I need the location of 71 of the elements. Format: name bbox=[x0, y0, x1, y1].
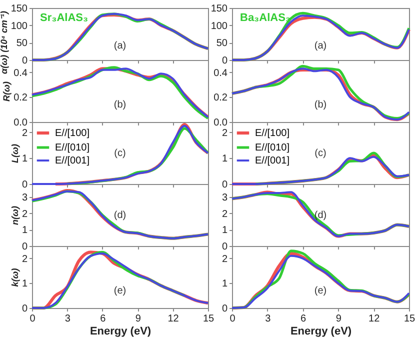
y-axis-title: k(ω) bbox=[10, 268, 20, 287]
y-tick-label: 3 bbox=[222, 192, 228, 204]
y-tick-label: 50 bbox=[16, 38, 28, 50]
annotation: (b) bbox=[114, 100, 126, 111]
y-tick-label: 0.4 bbox=[214, 68, 228, 79]
annotation: (a) bbox=[314, 40, 327, 52]
y-tick-label: 0 bbox=[22, 180, 28, 190]
y-tick-label: 150 bbox=[10, 4, 28, 14]
y-tick-label: 1 bbox=[22, 225, 28, 236]
x-tick-label: 0 bbox=[30, 314, 36, 324]
y-tick-label: 100 bbox=[210, 20, 228, 32]
y-tick-label: 0 bbox=[222, 56, 228, 66]
y-tick-label: 0 bbox=[22, 304, 28, 314]
y-tick-label: 2 bbox=[222, 128, 228, 139]
y-tick-label: 2 bbox=[222, 254, 228, 265]
x-tick-label: 15 bbox=[202, 314, 214, 324]
annotation: Sr₃AlAS₃ bbox=[40, 12, 88, 24]
x-tick-label: 6 bbox=[300, 314, 307, 324]
annotation: (c) bbox=[314, 148, 326, 159]
x-tick-label: 9 bbox=[135, 314, 142, 324]
y-axis-title: n(ω) bbox=[10, 206, 20, 226]
x-tick-label: 12 bbox=[368, 314, 380, 324]
legend-label: E//[100] bbox=[255, 128, 290, 139]
y-tick-label: 3 bbox=[22, 192, 28, 204]
x-tick-label: 9 bbox=[336, 314, 342, 324]
y-tick-label: 0 bbox=[22, 242, 28, 252]
y-axis-title: R(ω) bbox=[2, 81, 12, 102]
y-tick-label: 1 bbox=[222, 154, 228, 165]
y-tick-label: 2 bbox=[222, 208, 228, 220]
legend-label: E//[001] bbox=[255, 156, 290, 166]
y-tick-label: 2 bbox=[22, 208, 28, 220]
legend-label: E//[001] bbox=[55, 156, 90, 166]
annotation: (e) bbox=[314, 286, 327, 297]
legend-label: E//[100] bbox=[55, 128, 90, 139]
y-tick-label: 0 bbox=[222, 180, 228, 190]
y-tick-label: 100 bbox=[10, 20, 28, 32]
y-tick-label: 2 bbox=[22, 254, 28, 265]
y-tick-label: 0.2 bbox=[214, 92, 228, 104]
y-tick-label: 0 bbox=[222, 304, 228, 314]
y-tick-label: 0.0 bbox=[14, 118, 28, 128]
y-tick-label: 2 bbox=[22, 128, 28, 139]
annotation: (b) bbox=[314, 100, 327, 111]
x-tick-label: 12 bbox=[168, 314, 180, 324]
x-tick-label: 15 bbox=[404, 314, 415, 324]
x-axis-title: Energy (eV) bbox=[290, 326, 352, 338]
y-tick-label: 0.4 bbox=[14, 68, 28, 79]
x-tick-label: 6 bbox=[100, 314, 106, 324]
legend-label: E//[010] bbox=[55, 142, 90, 154]
y-tick-label: 1 bbox=[222, 278, 228, 290]
y-tick-label: 150 bbox=[210, 4, 228, 14]
annotation: Ba₃AlAS₃ bbox=[240, 12, 291, 24]
x-axis-title: Energy (eV) bbox=[90, 326, 152, 338]
x-tick-label: 3 bbox=[265, 314, 272, 324]
annotation: (d) bbox=[314, 210, 327, 221]
y-tick-label: 0.2 bbox=[14, 92, 28, 104]
y-tick-label: 50 bbox=[216, 38, 228, 50]
y-axis-title: L(ω) bbox=[10, 144, 20, 164]
y-tick-label: 1 bbox=[22, 278, 28, 290]
annotation: (a) bbox=[114, 40, 126, 52]
y-tick-label: 0 bbox=[222, 242, 228, 252]
annotation: (e) bbox=[114, 286, 126, 297]
y-tick-label: 0.0 bbox=[214, 118, 228, 128]
x-tick-label: 0 bbox=[230, 314, 236, 324]
annotation: (d) bbox=[114, 210, 126, 221]
y-tick-label: 1 bbox=[22, 154, 28, 165]
y-tick-label: 0 bbox=[22, 56, 28, 66]
legend-label: E//[010] bbox=[255, 142, 290, 154]
annotation: (c) bbox=[114, 148, 126, 159]
x-tick-label: 3 bbox=[64, 314, 71, 324]
y-tick-label: 1 bbox=[222, 225, 228, 236]
y-axis-title: α(ω) (10⁴ cm⁻¹) bbox=[0, 11, 9, 74]
